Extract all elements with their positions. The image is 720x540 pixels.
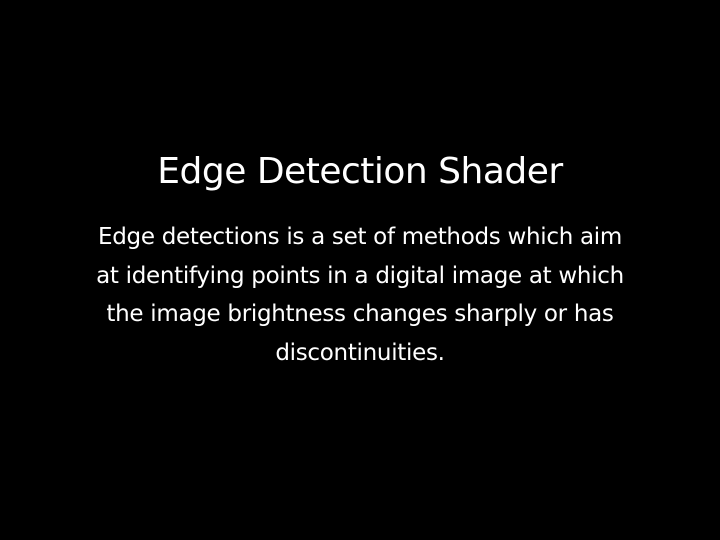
slide-body-text: Edge detections is a set of methods whic… <box>96 224 624 366</box>
slide-title: Edge Detection Shader <box>157 151 563 192</box>
